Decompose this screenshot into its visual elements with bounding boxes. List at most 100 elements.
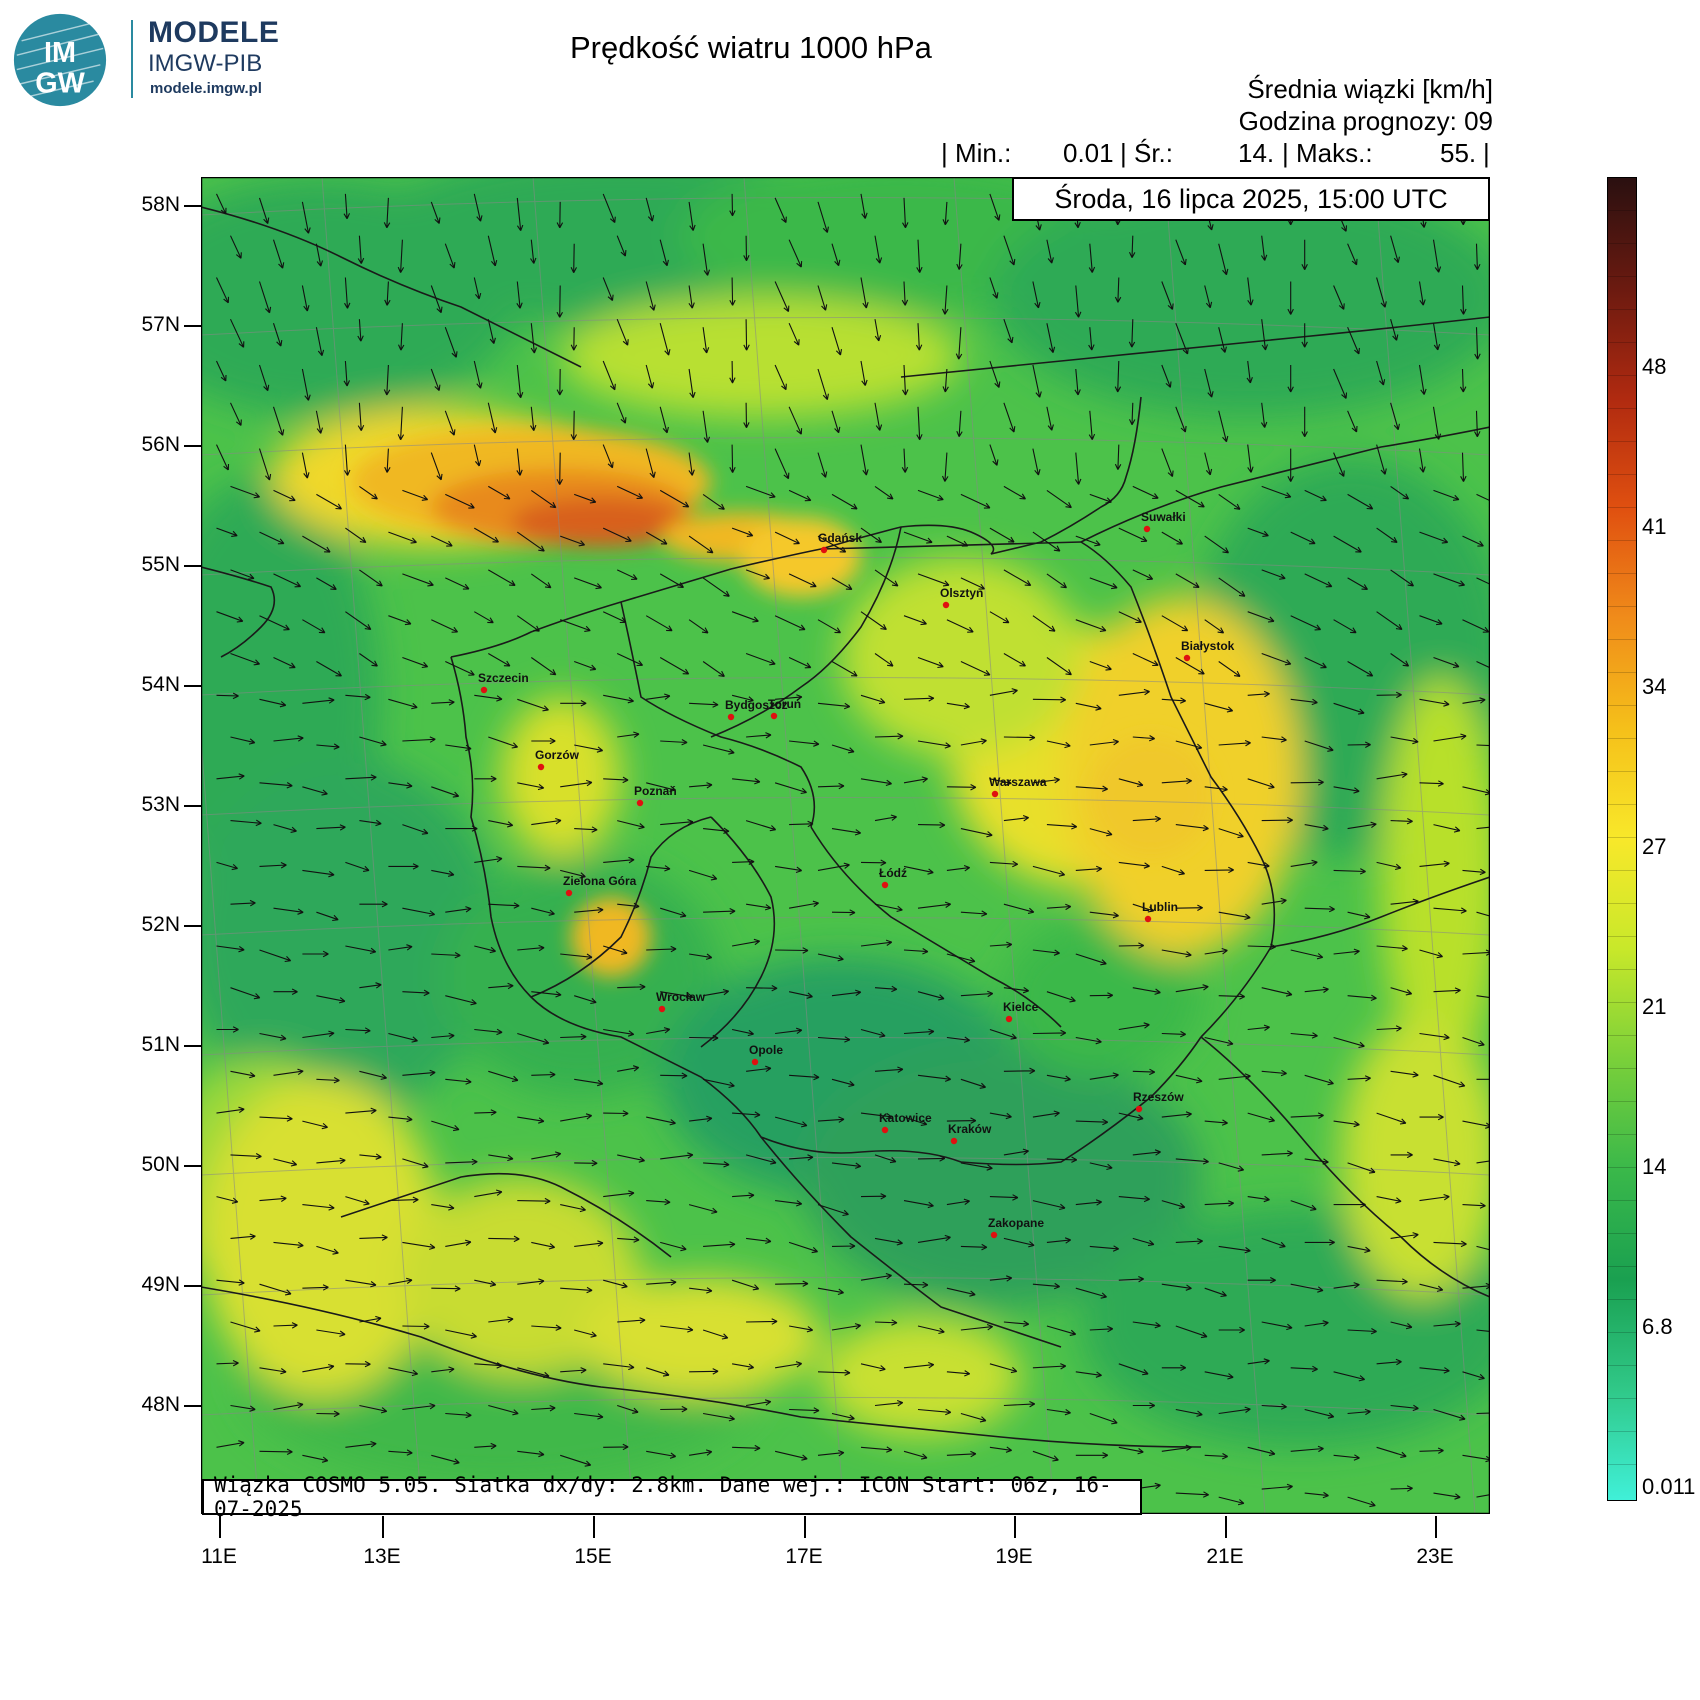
city-marker[interactable]: Rzeszów — [1133, 1090, 1184, 1113]
wind-arrow — [1132, 569, 1154, 580]
wind-arrow — [689, 701, 719, 708]
city-marker[interactable]: Poznań — [634, 784, 677, 807]
city-label: Gdańsk — [818, 531, 862, 545]
city-marker[interactable]: Opole — [749, 1043, 783, 1066]
city-label: Lublin — [1142, 900, 1178, 914]
city-marker[interactable]: Szczecin — [478, 671, 529, 694]
city-dot — [1005, 1015, 1013, 1023]
wind-arrow — [1132, 653, 1159, 667]
wind-arrow — [989, 1112, 1012, 1120]
city-marker[interactable]: Gorzów — [535, 748, 580, 771]
city-marker[interactable]: Zielona Góra — [563, 874, 637, 897]
wind-arrow — [874, 985, 898, 993]
wind-arrow — [774, 1116, 808, 1128]
wind-arrow — [989, 611, 1010, 624]
poland-border-west — [450, 656, 1202, 1166]
logo-website-link[interactable]: modele.imgw.pl — [150, 80, 262, 97]
wind-arrow — [1304, 986, 1329, 993]
city-marker[interactable]: Kraków — [948, 1122, 992, 1145]
wind-arrow — [616, 485, 644, 499]
wind-arrow — [1032, 776, 1060, 784]
wind-arrow — [272, 323, 283, 347]
wind-arrow — [1261, 652, 1292, 666]
wind-arrow — [989, 1363, 1018, 1374]
city-marker[interactable]: Kielce — [1003, 1000, 1039, 1023]
wind-arrow — [402, 573, 434, 587]
city-marker[interactable]: Warszawa — [989, 775, 1047, 798]
longitude-tick — [593, 1516, 595, 1538]
city-dot — [942, 601, 950, 609]
wind-arrow — [1175, 489, 1205, 508]
city-marker[interactable]: Toruń — [768, 697, 801, 720]
czech-slovak-border — [760, 1136, 1062, 1348]
colorbar-separator — [1607, 1035, 1636, 1036]
wind-arrow — [1390, 653, 1410, 667]
wind-arrow — [316, 577, 337, 590]
field-patch — [441, 857, 721, 1097]
wind-arrow — [1304, 1239, 1335, 1246]
city-marker[interactable]: Suwałki — [1141, 510, 1186, 533]
colorbar-separator — [1607, 1167, 1636, 1168]
wind-arrow — [989, 527, 1015, 543]
wind-arrow — [556, 201, 564, 229]
city-marker[interactable]: Łódź — [879, 866, 907, 889]
wind-arrow — [659, 239, 669, 267]
wind-arrow — [702, 493, 725, 510]
wind-arrow — [556, 368, 564, 396]
wind-arrow — [1132, 735, 1155, 742]
wind-arrow — [1376, 1025, 1402, 1032]
wind-arrow — [831, 327, 843, 356]
wind-arrow — [1433, 1074, 1466, 1088]
wind-arrow — [359, 1070, 387, 1080]
wind-arrow — [1261, 897, 1287, 905]
wind-arrow — [1247, 1112, 1275, 1123]
wind-arrow — [474, 1189, 503, 1198]
wind-arrow — [230, 652, 261, 666]
wind-arrow — [617, 1065, 640, 1072]
wind-arrow — [1175, 1408, 1203, 1417]
wind-arrow — [230, 819, 262, 827]
wind-arrow — [831, 1078, 855, 1088]
wind-arrow — [1474, 327, 1481, 360]
wind-arrow — [941, 452, 949, 482]
wind-arrow — [1132, 1068, 1156, 1076]
wind-arrow — [1459, 368, 1467, 393]
colorbar-label: 6.8 — [1642, 1314, 1673, 1339]
wind-arrow — [645, 281, 656, 311]
city-marker[interactable]: Białystok — [1181, 639, 1235, 662]
wind-arrow — [259, 1195, 287, 1202]
city-marker[interactable]: Katowice — [879, 1111, 932, 1134]
city-marker[interactable]: Bydgoszcz — [725, 698, 788, 721]
colorbar-separator — [1607, 705, 1636, 706]
wind-arrow — [729, 444, 736, 473]
wind-arrow — [731, 1279, 760, 1291]
wind-arrow — [1204, 947, 1228, 955]
wind-arrow — [660, 1152, 694, 1160]
wind-arrow — [746, 1065, 772, 1073]
city-marker[interactable]: Lublin — [1142, 900, 1178, 923]
city-marker[interactable]: Wrocław — [656, 990, 706, 1013]
wind-arrow — [530, 657, 557, 676]
wind-arrow — [258, 281, 272, 314]
colorbar-separator — [1607, 606, 1636, 607]
wind-arrow — [1390, 1070, 1419, 1078]
wind-arrow — [1304, 824, 1329, 832]
wind-arrow — [1132, 1402, 1156, 1409]
wind-arrow — [1376, 277, 1387, 308]
wind-arrow — [602, 277, 614, 302]
city-marker[interactable]: Zakopane — [988, 1216, 1044, 1239]
wind-arrow — [487, 319, 496, 344]
city-label: Rzeszów — [1133, 1090, 1184, 1104]
wind-arrow — [960, 1162, 993, 1171]
wind-arrow — [989, 1275, 1013, 1282]
wind-arrow — [1301, 323, 1308, 348]
city-marker[interactable]: Olsztyn — [940, 586, 983, 609]
wind-arrow — [602, 527, 632, 543]
wind-arrow — [574, 995, 597, 1005]
wind-arrow — [1460, 285, 1467, 315]
city-marker[interactable]: Gdańsk — [818, 531, 862, 554]
wind-arrow — [1347, 1496, 1376, 1508]
city-label: Szczecin — [478, 671, 529, 685]
wind-arrow — [345, 527, 367, 544]
field-patch — [1381, 677, 1490, 1077]
